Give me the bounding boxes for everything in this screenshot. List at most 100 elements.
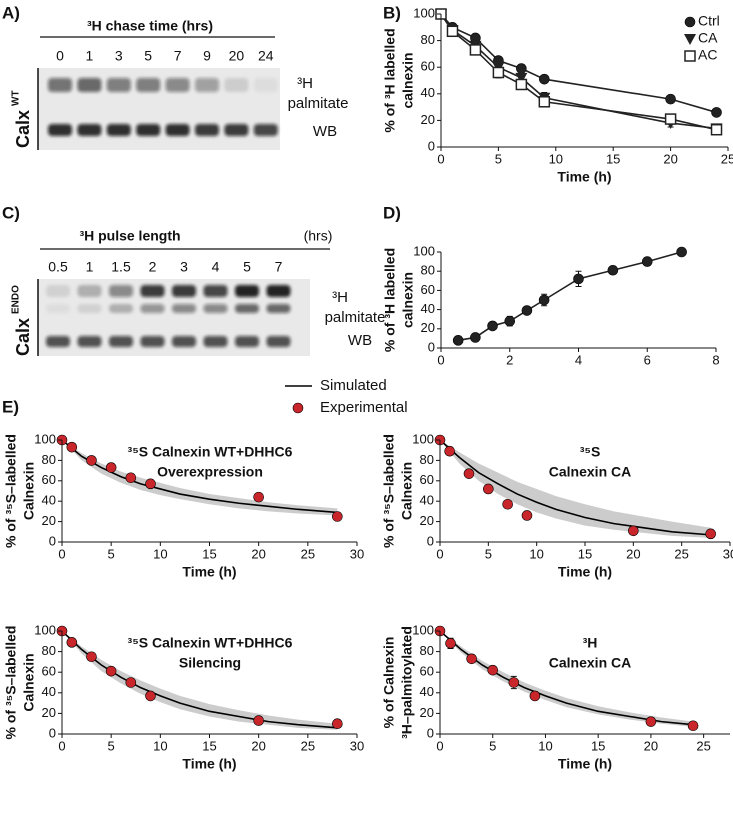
x-tick-label: 10	[549, 151, 563, 166]
y-tick-label: 0	[427, 533, 434, 548]
marker	[86, 455, 97, 466]
marker	[645, 716, 657, 727]
x-tick-label: 15	[202, 738, 216, 753]
marker	[515, 78, 528, 91]
marker	[711, 107, 722, 118]
y-tick-label: 0	[428, 138, 435, 153]
blot-band	[109, 285, 133, 297]
blot-row-label: WB	[313, 123, 337, 140]
y-tick-label: 20	[421, 112, 435, 127]
blot-band	[224, 78, 249, 92]
marker	[504, 315, 516, 327]
marker	[253, 491, 264, 503]
lane-label: 5	[243, 259, 251, 275]
y-tick-label: 60	[42, 664, 56, 679]
lane-label: 20	[229, 48, 245, 64]
marker	[145, 690, 156, 702]
chart-title: Calnexin CA	[549, 464, 631, 480]
y-tick-label: 0	[427, 725, 434, 740]
series-line	[440, 13, 717, 131]
y-tick-label: 80	[42, 643, 56, 658]
marker	[516, 63, 527, 74]
marker	[664, 113, 677, 125]
y-tick-label: 40	[421, 301, 435, 316]
confidence-band	[440, 440, 711, 538]
lane-label: 4	[212, 259, 220, 275]
marker	[487, 664, 499, 676]
blot-band	[235, 336, 259, 347]
marker	[641, 256, 653, 267]
side-label: Calx	[13, 318, 33, 356]
blot-band	[46, 336, 70, 347]
y-axis-label: Calnexin	[21, 653, 37, 711]
marker	[86, 651, 97, 663]
marker	[466, 653, 477, 665]
confidence-band	[62, 440, 338, 516]
x-tick-label: 30	[350, 546, 364, 561]
blot-band	[266, 304, 291, 313]
blot-title: ³H pulse length	[79, 228, 180, 244]
x-tick-label: 15	[202, 546, 216, 561]
blot-band	[203, 336, 228, 347]
blot-band	[77, 304, 102, 313]
side-label-sup: ENDO	[11, 285, 22, 314]
blot-row-label: WB	[348, 332, 372, 349]
x-tick-label: 10	[538, 738, 552, 753]
x-tick-label: 5	[495, 151, 502, 166]
y-tick-label: 0	[49, 533, 56, 548]
y-tick-label: 20	[421, 320, 435, 335]
x-tick-label: 4	[575, 352, 582, 367]
lane-label: 2	[149, 259, 157, 275]
blot-band	[165, 78, 190, 92]
y-tick-label: 80	[420, 452, 434, 467]
marker	[105, 462, 117, 473]
blot-band	[48, 124, 72, 136]
x-axis-label: Time (h)	[182, 564, 236, 580]
legend-marker	[684, 16, 696, 28]
blot-band	[140, 336, 165, 347]
marker	[515, 72, 528, 84]
blot-band	[253, 78, 278, 92]
marker	[66, 637, 78, 648]
x-tick-label: 0	[58, 738, 65, 753]
marker	[445, 638, 456, 649]
y-tick-label: 100	[413, 5, 435, 20]
chart-title: Silencing	[179, 655, 241, 671]
x-tick-label: 10	[153, 546, 167, 561]
y-tick-label: 20	[42, 705, 56, 720]
marker	[607, 264, 619, 276]
x-axis-label: Time (h)	[558, 756, 612, 772]
y-tick-label: 80	[421, 263, 435, 278]
y-axis-label: % of Calnexin	[381, 637, 397, 729]
blot-band	[136, 124, 161, 136]
marker	[573, 273, 584, 285]
y-tick-label: 60	[420, 664, 434, 679]
blot-band	[195, 124, 219, 136]
y-tick-label: 0	[428, 339, 435, 354]
marker	[539, 73, 550, 85]
lane-label: 7	[174, 48, 182, 64]
x-tick-label: 20	[251, 738, 265, 753]
marker	[145, 478, 156, 490]
blot-band	[77, 285, 102, 297]
blot-band	[266, 336, 291, 347]
y-tick-label: 0	[49, 725, 56, 740]
y-axis-label: calnexin	[400, 272, 416, 328]
series-line	[440, 13, 717, 130]
marker	[521, 510, 533, 521]
chart-title: ³⁵S	[580, 444, 601, 460]
marker	[628, 525, 639, 537]
marker	[125, 472, 137, 484]
marker	[487, 320, 498, 332]
side-label: Calx	[13, 110, 33, 148]
side-label-group: Calx WT	[11, 90, 33, 148]
x-tick-label: 20	[663, 151, 677, 166]
marker	[687, 720, 699, 732]
lane-label: 9	[203, 48, 211, 64]
series-line	[439, 630, 694, 726]
blot-row-label: ³H	[332, 289, 348, 306]
marker	[538, 96, 551, 108]
confidence-band	[440, 631, 694, 727]
blot-band	[106, 78, 131, 92]
y-tick-label: 80	[420, 643, 434, 658]
